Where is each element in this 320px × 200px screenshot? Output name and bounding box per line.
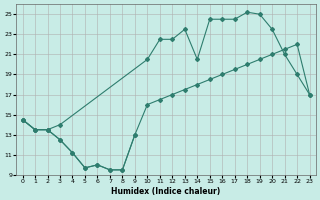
- X-axis label: Humidex (Indice chaleur): Humidex (Indice chaleur): [111, 187, 221, 196]
